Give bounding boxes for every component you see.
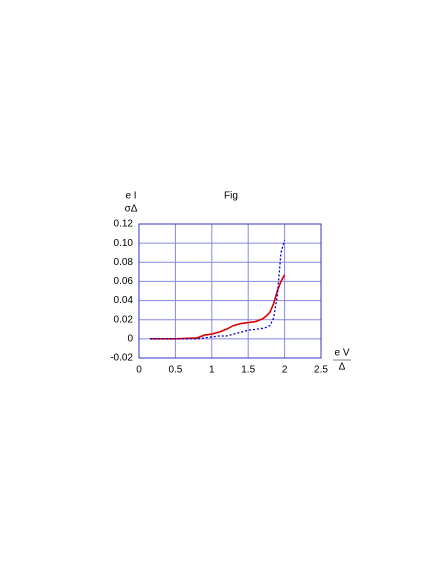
y-axis-label: σΔ (125, 204, 138, 215)
plot-frame (138, 223, 322, 359)
y-tick-label: 0.12 (114, 219, 134, 230)
series-line (149, 274, 286, 340)
y-axis-label: e I (125, 191, 136, 202)
y-tick-label: -0.02 (110, 353, 133, 364)
x-tick-label: 2.5 (314, 365, 328, 376)
series-line (149, 240, 286, 340)
x-axis-label: e V (334, 348, 349, 359)
x-tick-label: 1.5 (241, 365, 255, 376)
x-tick-label: 2 (282, 365, 288, 376)
chart-title: Fig (224, 191, 238, 202)
x-axis-label: Δ (339, 362, 346, 373)
x-tick-label: 1 (209, 365, 215, 376)
y-tick-label: 0.04 (114, 295, 134, 306)
y-tick-label: 0.10 (114, 238, 134, 249)
y-tick-label: 0 (127, 333, 133, 344)
x-tick-label: 0 (136, 365, 142, 376)
x-tick-label: 0.5 (168, 365, 182, 376)
y-tick-label: 0.02 (114, 314, 134, 325)
y-tick-label: 0.08 (114, 257, 134, 268)
y-tick-label: 0.06 (114, 276, 134, 287)
